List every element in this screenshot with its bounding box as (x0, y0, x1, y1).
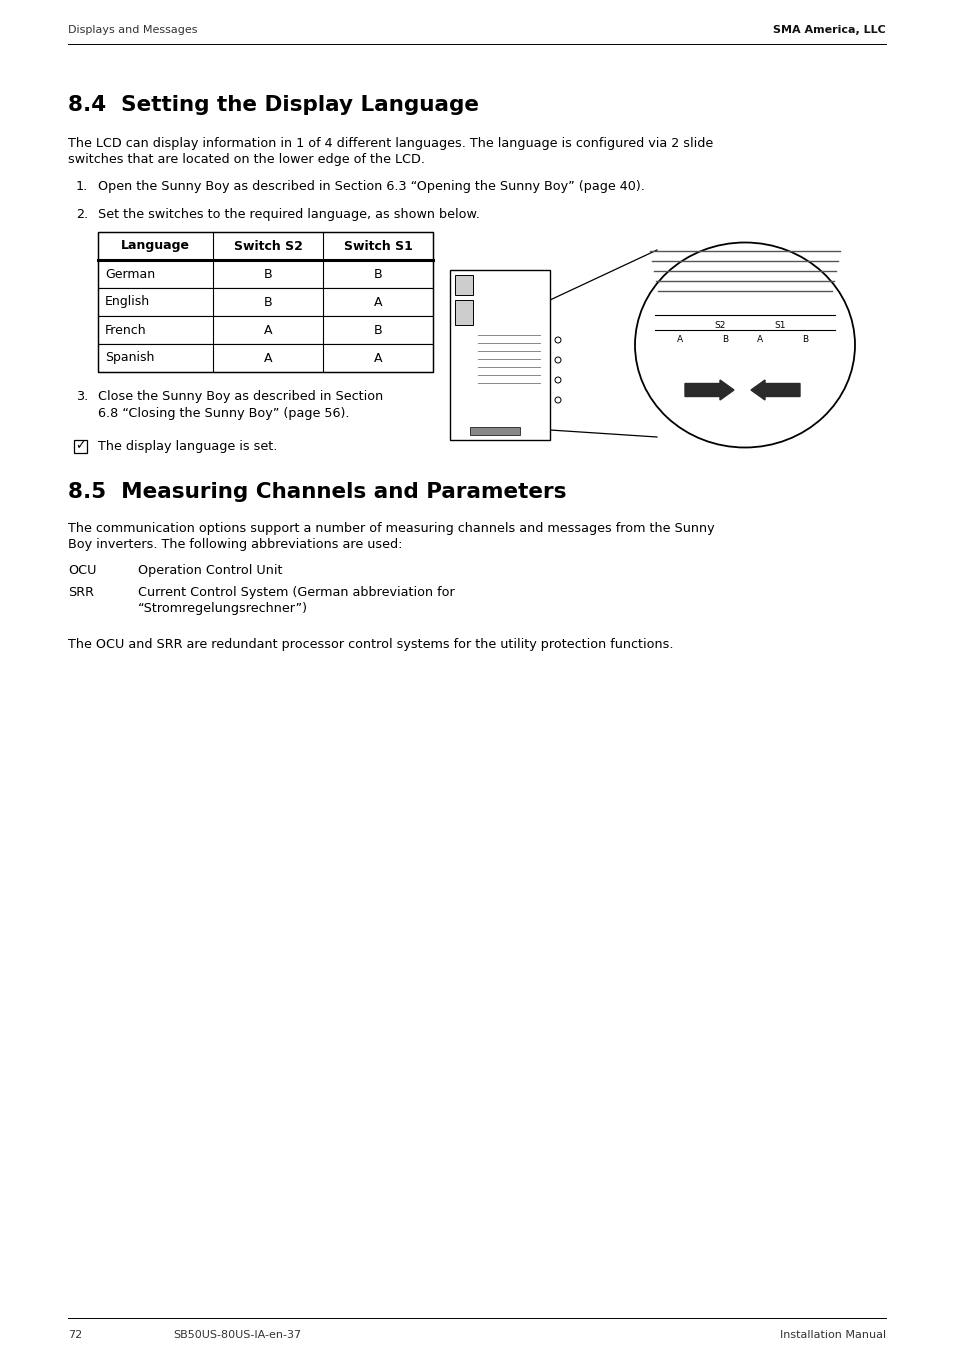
Bar (455, 300, 473, 324)
Text: 1.: 1. (76, 180, 89, 193)
Text: A: A (677, 335, 682, 345)
Bar (455, 274, 473, 295)
Circle shape (555, 397, 560, 403)
Text: B: B (374, 323, 382, 337)
Text: Close the Sunny Boy as described in Section: Close the Sunny Boy as described in Sect… (98, 389, 383, 403)
Bar (98, 233, 433, 372)
Text: Operation Control Unit: Operation Control Unit (138, 564, 282, 577)
Text: ✓: ✓ (75, 439, 86, 452)
Text: A: A (374, 352, 382, 365)
Text: The OCU and SRR are redundant processor control systems for the utility protecti: The OCU and SRR are redundant processor … (68, 638, 673, 652)
Bar (98, 316, 433, 343)
Text: B: B (263, 268, 272, 280)
Text: “Stromregelungsrechner”): “Stromregelungsrechner”) (138, 602, 308, 615)
Text: 8.5  Measuring Channels and Parameters: 8.5 Measuring Channels and Parameters (68, 483, 566, 502)
Text: Switch S2: Switch S2 (233, 239, 302, 253)
Bar (98, 260, 433, 288)
Text: The communication options support a number of measuring channels and messages fr: The communication options support a numb… (68, 522, 714, 535)
Text: Displays and Messages: Displays and Messages (68, 24, 197, 35)
FancyArrow shape (684, 380, 733, 400)
Text: Installation Manual: Installation Manual (779, 1330, 885, 1340)
Text: Open the Sunny Boy as described in Section 6.3 “Opening the Sunny Boy” (page 40): Open the Sunny Boy as described in Secti… (98, 180, 644, 193)
Circle shape (555, 377, 560, 383)
Text: Set the switches to the required language, as shown below.: Set the switches to the required languag… (98, 208, 479, 220)
Text: Spanish: Spanish (105, 352, 154, 365)
Text: SB50US-80US-IA-en-37: SB50US-80US-IA-en-37 (172, 1330, 301, 1340)
Bar (470, 427, 519, 435)
Text: 8.4  Setting the Display Language: 8.4 Setting the Display Language (68, 95, 478, 115)
Text: B: B (374, 268, 382, 280)
Bar (450, 270, 550, 439)
Text: B: B (801, 335, 807, 345)
Text: switches that are located on the lower edge of the LCD.: switches that are located on the lower e… (68, 153, 424, 166)
Text: German: German (105, 268, 155, 280)
Bar (98, 288, 433, 316)
Text: SRR: SRR (68, 585, 94, 599)
Text: OCU: OCU (68, 564, 96, 577)
Text: S1: S1 (774, 320, 785, 330)
Text: The display language is set.: The display language is set. (98, 439, 277, 453)
Text: 3.: 3. (76, 389, 89, 403)
Bar (98, 343, 433, 372)
Text: 6.8 “Closing the Sunny Boy” (page 56).: 6.8 “Closing the Sunny Boy” (page 56). (98, 407, 349, 420)
Bar (98, 233, 433, 260)
Ellipse shape (635, 242, 854, 448)
Text: 72: 72 (68, 1330, 82, 1340)
Text: Language: Language (121, 239, 190, 253)
Text: A: A (263, 323, 272, 337)
Text: Switch S1: Switch S1 (343, 239, 412, 253)
Circle shape (555, 337, 560, 343)
Text: French: French (105, 323, 147, 337)
Text: SMA America, LLC: SMA America, LLC (773, 24, 885, 35)
Text: B: B (721, 335, 727, 345)
Text: Boy inverters. The following abbreviations are used:: Boy inverters. The following abbreviatio… (68, 538, 402, 552)
Text: A: A (374, 296, 382, 308)
Text: S2: S2 (714, 320, 725, 330)
Text: A: A (263, 352, 272, 365)
Text: Current Control System (German abbreviation for: Current Control System (German abbreviat… (138, 585, 455, 599)
Text: English: English (105, 296, 150, 308)
Text: 2.: 2. (76, 208, 88, 220)
Text: B: B (263, 296, 272, 308)
Circle shape (555, 357, 560, 362)
Bar (74, 439, 87, 453)
Text: A: A (756, 335, 762, 345)
Text: The LCD can display information in 1 of 4 different languages. The language is c: The LCD can display information in 1 of … (68, 137, 713, 150)
FancyArrow shape (750, 380, 800, 400)
